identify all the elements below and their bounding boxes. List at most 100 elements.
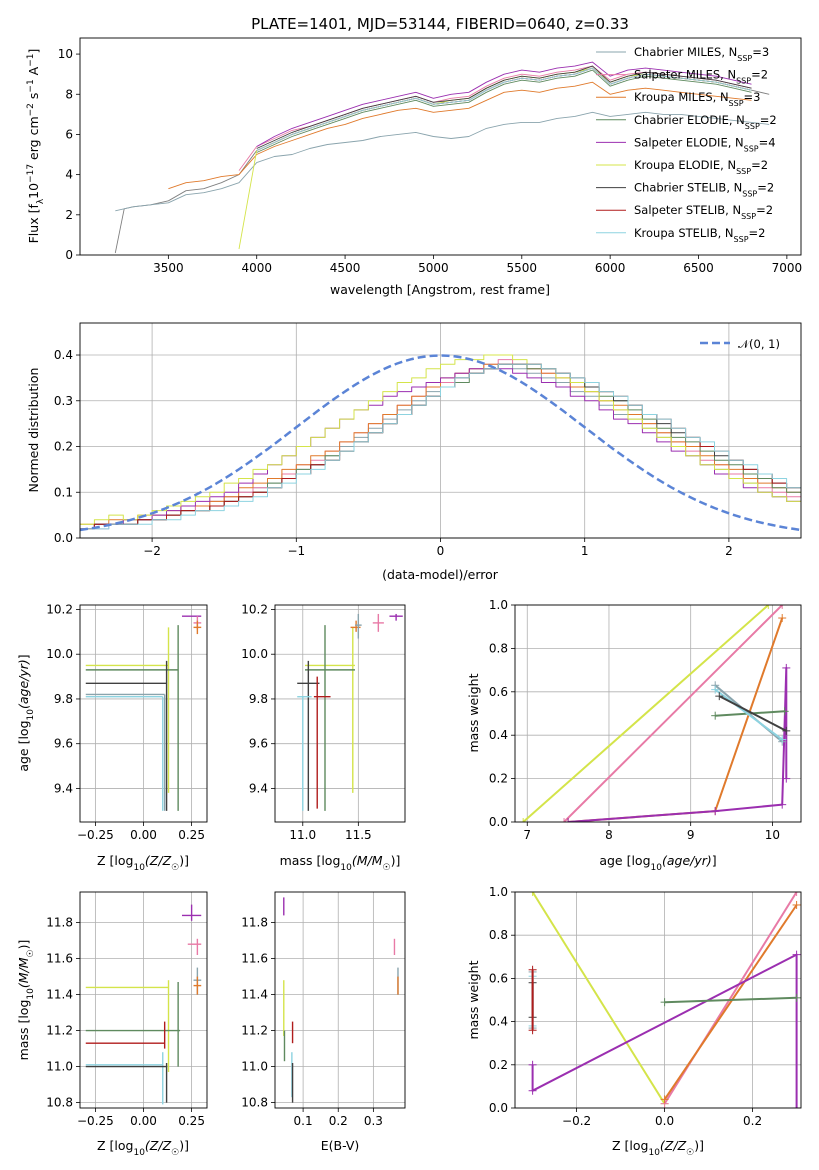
legend-name: Chabrier ELODIE, N: [634, 113, 745, 127]
y-tick-label: 9.4: [54, 781, 73, 795]
label-part: 10: [340, 863, 352, 873]
legend-nssp: =2: [751, 158, 768, 172]
label-part: 10: [133, 1148, 145, 1158]
legend-entry: Salpeter MILES, NSSP=2: [634, 68, 768, 86]
label-part: (Z/Z: [145, 853, 172, 868]
x-tick-label: −0.25: [77, 1114, 114, 1128]
y-tick-label: 4: [65, 168, 73, 182]
x-tick-label: 8: [605, 828, 613, 842]
y-tick-label: 0.6: [489, 685, 508, 699]
frame-EBV-mass: 0.1 0.2 0.3 10.8 11.0 11.2 11.4 11.6 11.8: [241, 891, 406, 1128]
legend-sub: SSP: [734, 234, 749, 243]
legend-entry: Kroupa ELODIE, NSSP=2: [634, 158, 768, 176]
series-line-chabrier-stelib: [718, 695, 787, 732]
label-part: s: [26, 93, 41, 104]
label-part: (age/yr): [16, 659, 31, 709]
series-line-kroupa-miles: [168, 81, 752, 190]
label-part: )]: [179, 853, 189, 868]
x-tick-label: 0.1: [294, 1114, 313, 1128]
x-tick-label: 7: [523, 828, 531, 842]
legend-name: Chabrier STELIB, N: [634, 181, 742, 195]
y-tick-label: 9.8: [249, 692, 268, 706]
frame-mass-age: 11.0 11.5 9.4 9.6 9.8 10.0 10.2: [241, 602, 406, 842]
y-tick-label: 0.2: [489, 1058, 508, 1072]
x-tick-label: 2: [725, 544, 733, 558]
x-tick-label: 6500: [683, 261, 714, 275]
x-tick-label: 0.3: [364, 1114, 383, 1128]
frame-Z-age: −0.25 0.00 0.25 9.4 9.6 9.8 10.0 10.2: [46, 602, 208, 842]
y-tick-label: 0.4: [489, 728, 508, 742]
y-tick-label: 9.4: [249, 781, 268, 795]
y-tick-label: 11.8: [241, 916, 268, 930]
x-axis-label: mass [log10(M/M☉)]: [280, 853, 401, 873]
y-tick-label: 11.0: [46, 1060, 73, 1074]
series-line-kroupa-elodie: [522, 605, 769, 822]
x-axis-label: age [log10(age/yr)]: [599, 853, 716, 873]
label-part: ☉: [686, 1148, 694, 1158]
y-tick-label: 10.8: [241, 1096, 268, 1110]
plot-area-age-massweight: [519, 605, 791, 822]
legend-nssp: =2: [749, 226, 766, 240]
y-tick-label: 10.2: [46, 602, 73, 616]
legend-name: Salpeter ELODIE, N: [634, 135, 744, 149]
y-axis-label: Normed distribution: [26, 368, 41, 493]
x-tick-label: 0.2: [743, 1114, 762, 1128]
legend-name: Chabrier MILES, N: [634, 45, 737, 59]
label-part: Z [log: [612, 1138, 648, 1153]
legend-entry: Chabrier STELIB, NSSP=2: [634, 181, 774, 199]
label-part: 10: [26, 709, 36, 721]
legend-entry: 𝒩(0, 1): [738, 337, 780, 351]
y-tick-label: 0.0: [489, 815, 508, 829]
y-tick-label: 0.4: [489, 1015, 508, 1029]
label-part: (M/M: [16, 957, 31, 988]
label-part: 10: [133, 863, 145, 873]
legend-sub: SSP: [745, 121, 760, 130]
y-tick-label: 0.8: [489, 928, 508, 942]
legend-nssp: =3: [752, 45, 769, 59]
legend-entry: Kroupa STELIB, NSSP=2: [634, 226, 765, 244]
legend-nssp: =2: [760, 113, 777, 127]
x-axis-label: Z [log10(Z/Z☉)]: [97, 1138, 189, 1158]
y-tick-label: 2: [65, 208, 73, 222]
plot-area-Z-mass: [85, 904, 202, 1105]
x-tick-label: 5000: [418, 261, 449, 275]
x-tick-label: 11.0: [289, 828, 316, 842]
frame-Z-mass: −0.25 0.00 0.25 10.8 11.0 11.2 11.4 11.6 11.8: [46, 891, 208, 1128]
x-tick-label: −0.2: [562, 1114, 591, 1128]
plot-area-Z-massweight: [528, 892, 801, 1108]
series-line-kroupa-stelib: [256, 67, 752, 151]
x-tick-label: 0.2: [329, 1114, 348, 1128]
y-tick-label: 0.1: [54, 485, 73, 499]
y-tick-label: 11.8: [46, 916, 73, 930]
y-tick-label: 0.0: [489, 1101, 508, 1115]
label-part: )]: [694, 1138, 704, 1153]
y-tick-label: 10.0: [46, 647, 73, 661]
x-axis-label: E(B-V): [321, 1138, 360, 1153]
axes-EBV-mass: [275, 892, 405, 1108]
label-part: 10: [26, 183, 41, 199]
axes-Z-age: [80, 605, 207, 822]
label-part: λ: [36, 198, 46, 204]
plot-area-spectrum: [114, 61, 770, 254]
axes-Z-massweight: [515, 891, 801, 1109]
label-part: Z [log: [97, 853, 133, 868]
legend-nssp: =2: [751, 68, 768, 82]
axes-spectrum: [114, 61, 770, 254]
figure-title: PLATE=1401, MJD=53144, FIBERID=0640, z=0…: [251, 15, 629, 33]
y-tick-label: 10: [58, 47, 73, 61]
y-tick-label: 8: [65, 87, 73, 101]
y-tick-label: 0: [65, 248, 73, 262]
y-tick-label: 0.0: [54, 531, 73, 545]
series-line-kroupa-elodie: [531, 892, 666, 1105]
x-tick-label: 9: [687, 828, 695, 842]
y-tick-label: 11.6: [241, 952, 268, 966]
y-tick-label: 10.8: [46, 1096, 73, 1110]
label-part: mass weight: [466, 960, 481, 1039]
label-part: ☉: [171, 1148, 179, 1158]
legend-sub: SSP: [737, 54, 752, 63]
label-part: Z [log: [97, 1138, 133, 1153]
y-tick-label: 9.8: [54, 692, 73, 706]
x-tick-label: 11.5: [345, 828, 372, 842]
